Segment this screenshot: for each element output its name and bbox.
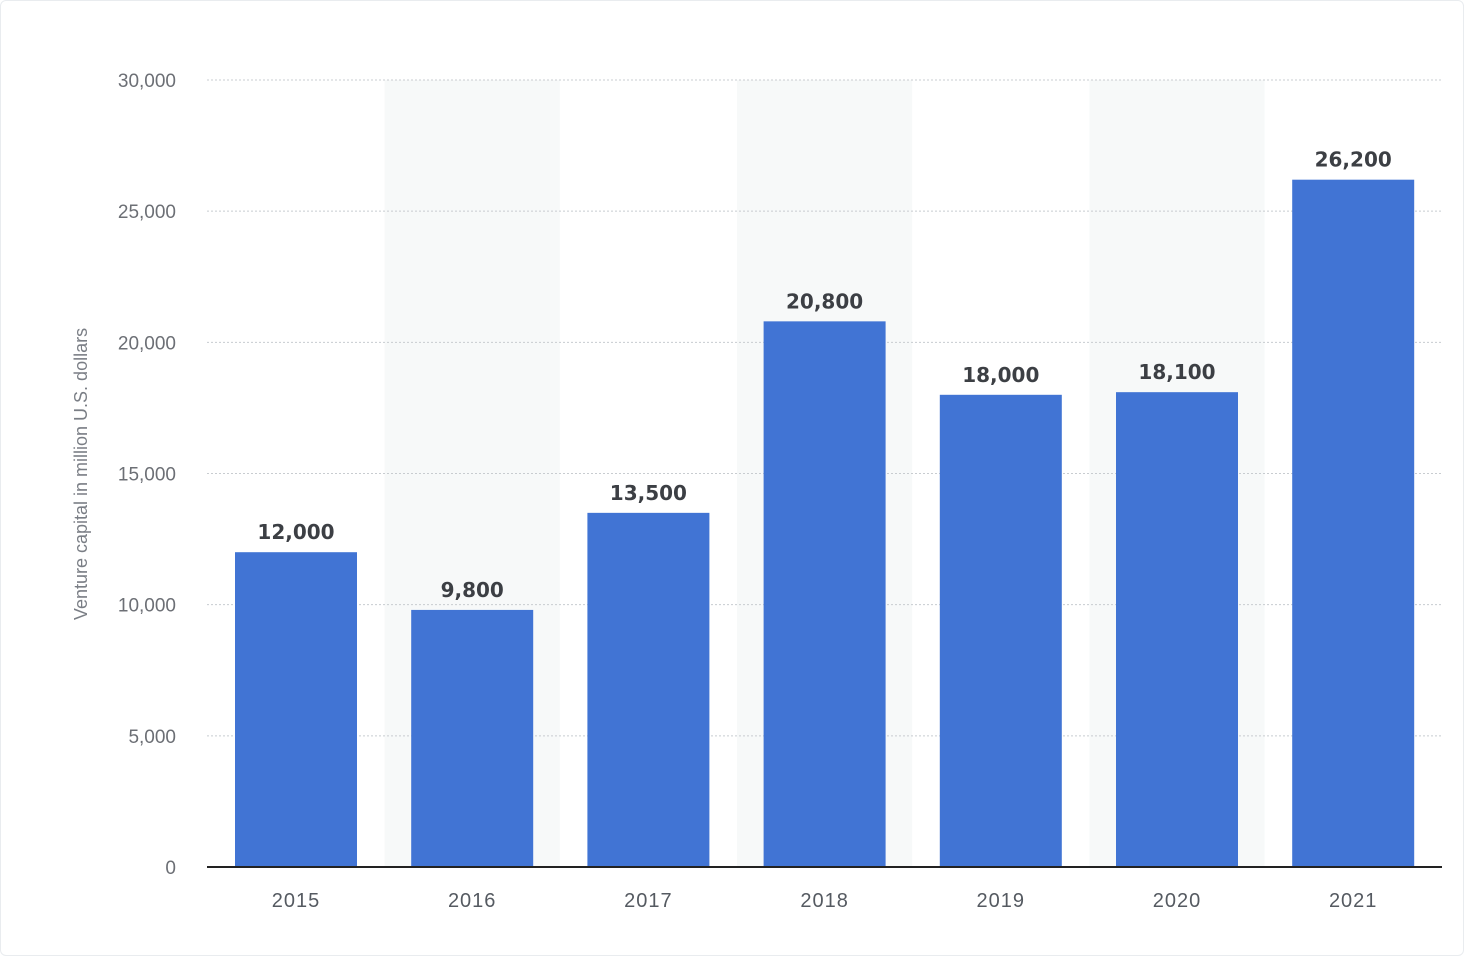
y-tick-label: 0: [165, 858, 176, 879]
bar-2018: [763, 321, 886, 867]
value-label-2020: 18,100: [1138, 360, 1215, 384]
y-tick-label: 5,000: [128, 727, 176, 748]
x-tick-label-2017: 2017: [624, 890, 673, 912]
value-label-2015: 12,000: [257, 520, 334, 544]
value-label-2016: 9,800: [441, 578, 504, 602]
y-tick-label: 20,000: [118, 333, 176, 354]
value-label-2021: 26,200: [1315, 148, 1392, 172]
y-axis-title: Venture capital in million U.S. dollars: [71, 328, 91, 620]
bar-2020: [1116, 392, 1238, 867]
y-tick-label: 10,000: [118, 596, 176, 617]
value-label-2019: 18,000: [962, 363, 1039, 387]
y-tick-label: 25,000: [118, 202, 176, 223]
y-axis-ticks: 0 5,000 10,000 15,000 20,000 25,000 30,000: [118, 71, 176, 879]
x-tick-label-2021: 2021: [1329, 890, 1378, 912]
x-tick-label-2019: 2019: [977, 890, 1026, 912]
x-tick-label-2016: 2016: [448, 890, 497, 912]
y-tick-label: 15,000: [118, 465, 176, 486]
x-tick-label-2015: 2015: [272, 890, 321, 912]
x-axis-ticks: 2015 2016 2017 2018 2019 2020 2021: [272, 890, 1378, 912]
y-tick-label: 30,000: [118, 71, 176, 92]
bar-2016: [411, 609, 534, 867]
value-label-2017: 13,500: [610, 481, 687, 505]
value-labels: 12,000 9,800 13,500 20,800 18,000 18,100 26,20…: [257, 148, 1391, 602]
bars: [235, 179, 1415, 868]
x-tick-label-2020: 2020: [1153, 890, 1202, 912]
bar-2017: [587, 512, 710, 867]
bar-2015: [235, 552, 357, 867]
bar-2019: [939, 394, 1062, 867]
bar-2021: [1292, 179, 1415, 868]
x-tick-label-2018: 2018: [800, 890, 849, 912]
value-label-2018: 20,800: [786, 289, 863, 313]
